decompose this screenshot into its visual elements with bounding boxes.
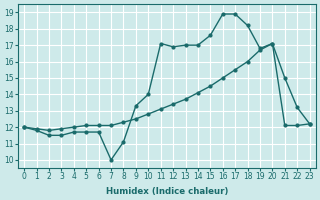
X-axis label: Humidex (Indice chaleur): Humidex (Indice chaleur) xyxy=(106,187,228,196)
